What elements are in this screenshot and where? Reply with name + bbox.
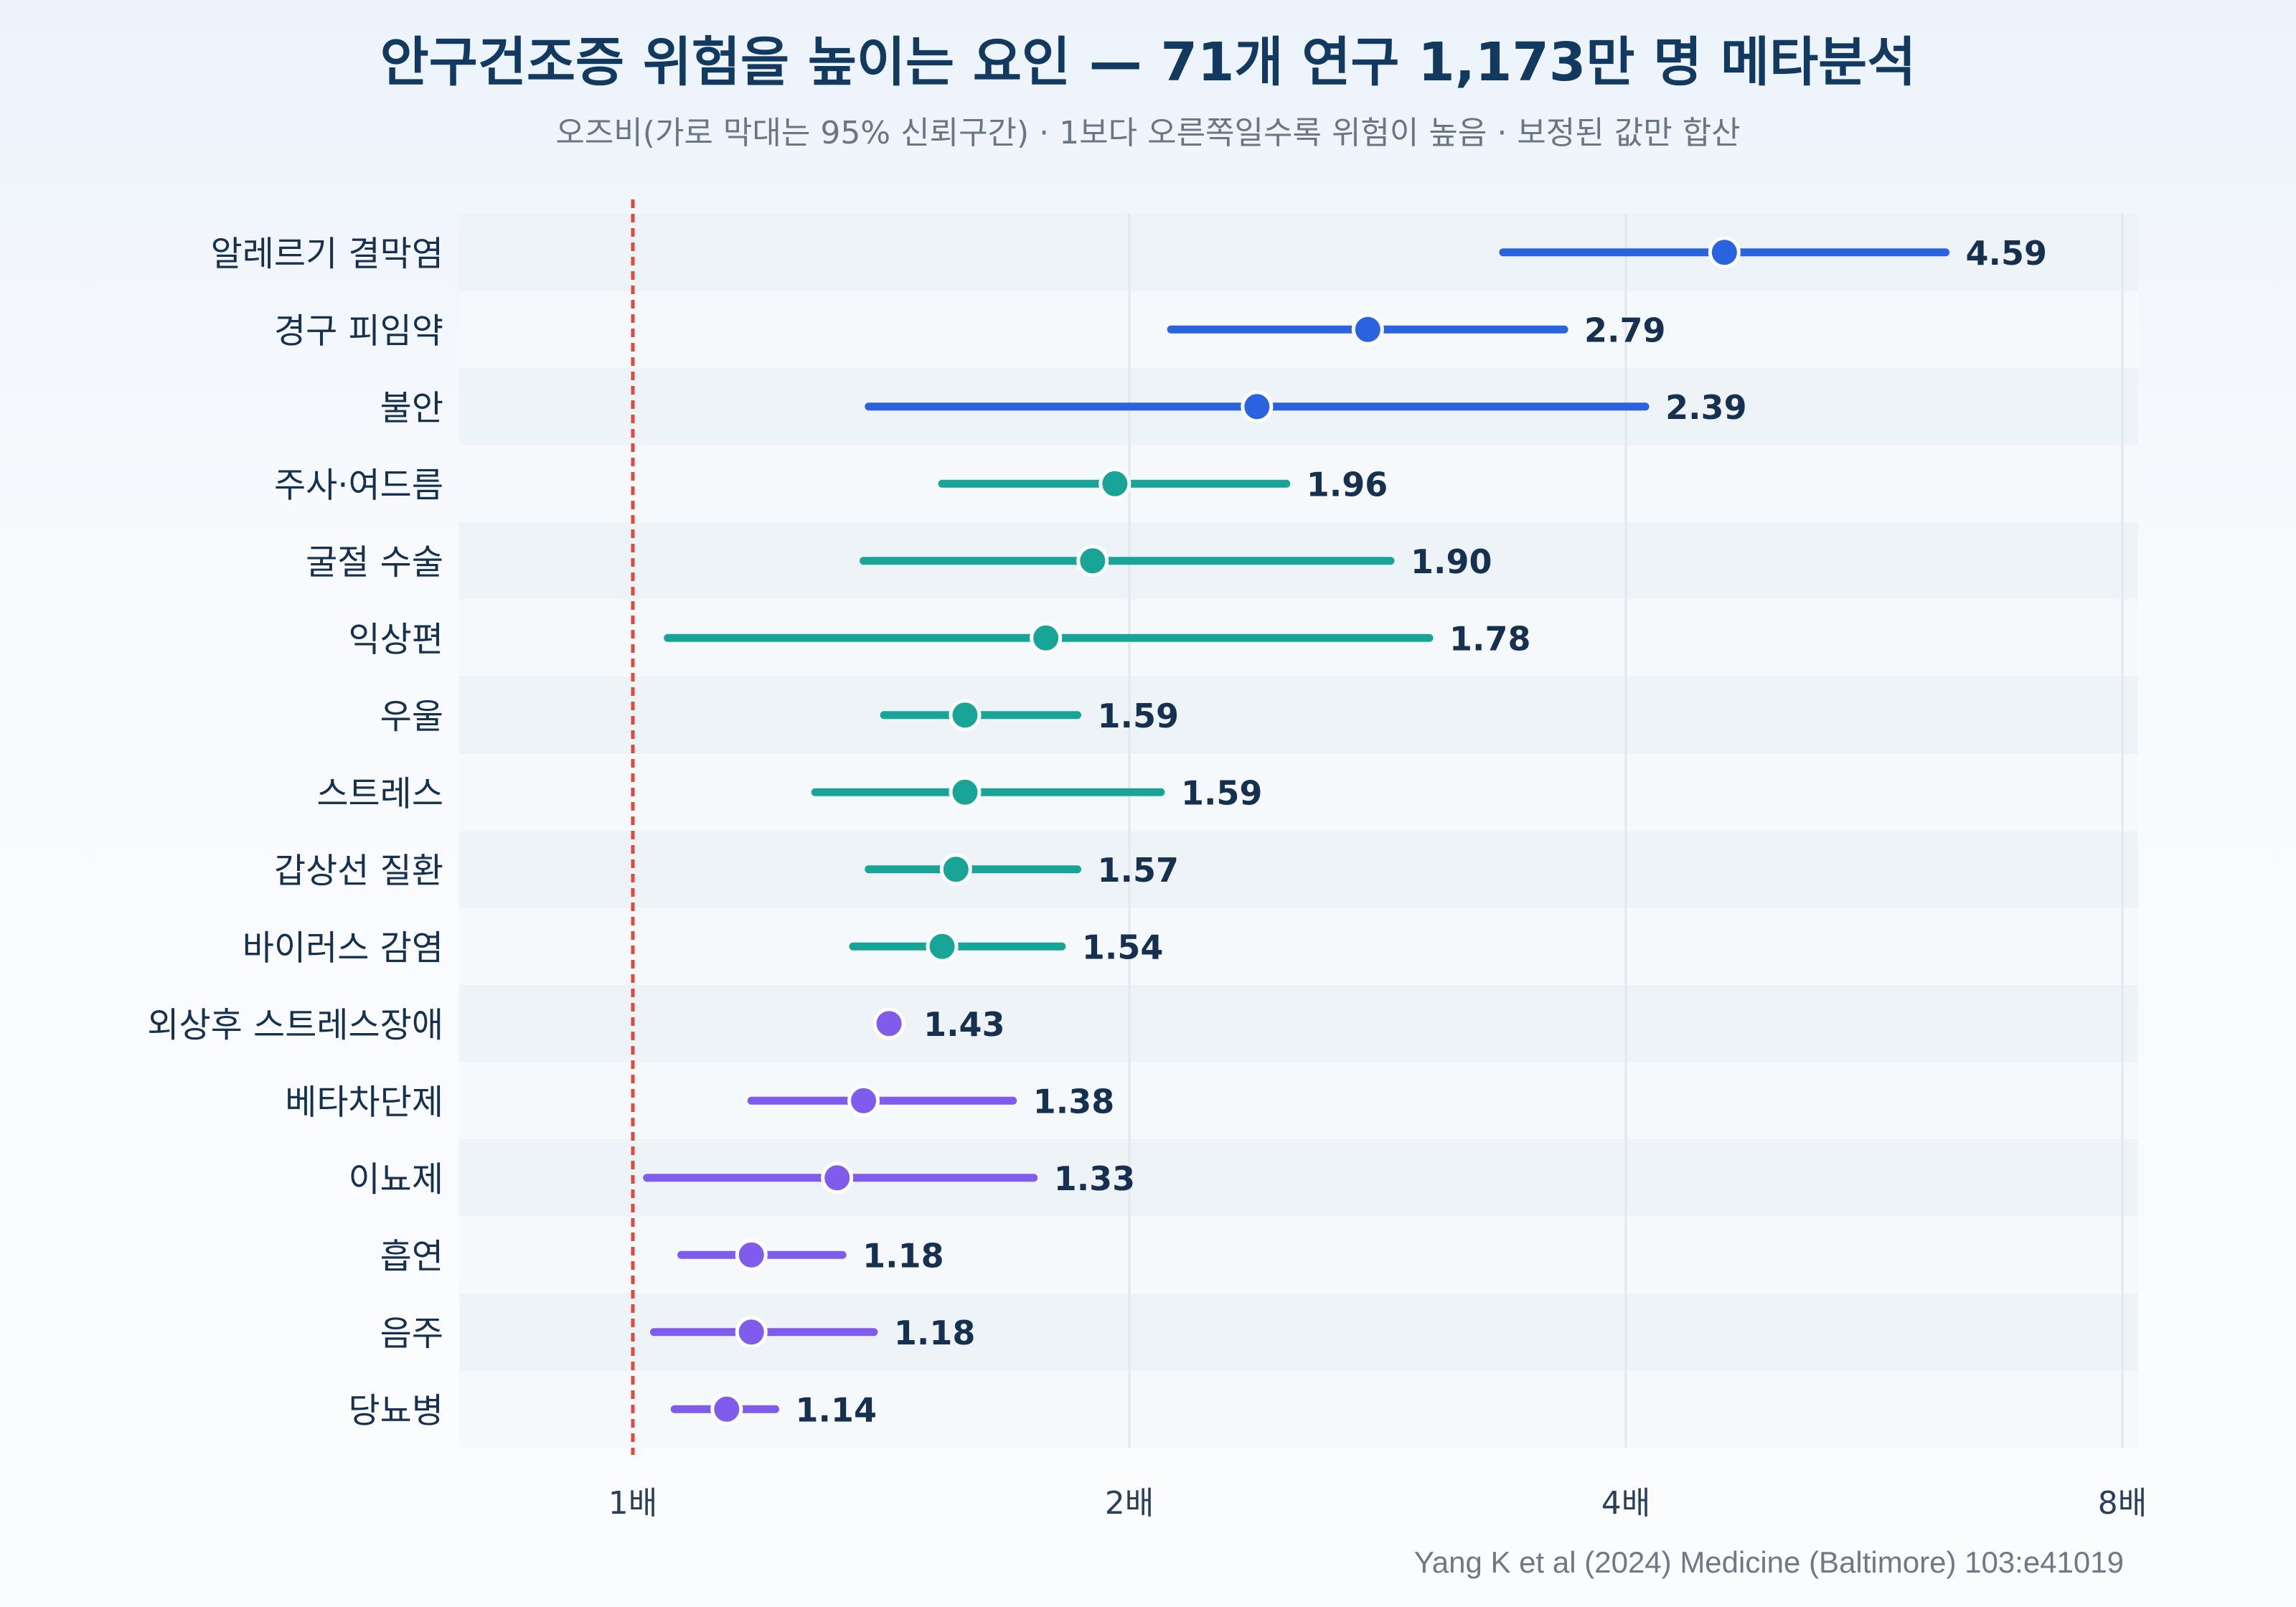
forest-row: 주사·여드름 1.96 [274,465,1388,505]
forest-row: 알레르기 결막염 4.59 [211,234,2047,274]
row-label: 갑상선 질환 [274,851,443,891]
forest-row: 경구 피임약 2.79 [274,311,1666,351]
forest-row: 익상편 1.78 [349,619,1531,659]
row-band [459,677,2138,754]
x-tick-label: 8배 [2098,1485,2147,1522]
row-label: 외상후 스트레스장애 [147,1005,443,1045]
point-estimate-marker [949,699,982,732]
point-estimate-marker [1030,621,1063,654]
row-label: 우울 [380,697,443,737]
value-label: 1.43 [923,1005,1005,1044]
row-label: 주사·여드름 [274,465,443,505]
point-estimate-marker [1076,545,1109,578]
row-band [459,753,2138,831]
value-label: 1.54 [1082,928,1164,966]
forest-row: 굴절 수술 1.90 [306,542,1492,583]
point-estimate-marker [821,1161,854,1194]
value-label: 1.38 [1033,1082,1115,1121]
x-tick-label: 4배 [1601,1485,1650,1522]
forest-row: 우울 1.59 [380,697,1179,737]
point-estimate-marker [872,1007,905,1040]
value-label: 1.59 [1181,773,1263,812]
x-axis-ticks: 1배 2배 4배 8배 [608,1485,2147,1522]
row-label: 불안 [380,388,443,428]
value-label: 4.59 [1966,234,2048,273]
value-label: 1.90 [1411,542,1492,581]
row-band [459,908,2138,985]
x-tick-label: 1배 [608,1485,657,1522]
row-label: 이뇨제 [349,1159,443,1200]
point-estimate-marker [710,1392,743,1425]
forest-row: 갑상선 질환 1.57 [274,851,1179,891]
point-estimate-marker [1098,467,1131,500]
value-label: 2.79 [1584,311,1666,349]
point-estimate-marker [1708,236,1741,269]
data-rows: 알레르기 결막염 4.59 경구 피임약 2.79 불안 2.39 주사·여드름 1.96 굴절… [147,234,2047,1431]
row-label: 익상편 [349,619,443,659]
point-estimate-marker [1241,390,1274,423]
row-band [459,1062,2138,1139]
value-label: 1.18 [862,1236,944,1275]
forest-row: 베타차단제 1.38 [285,1082,1114,1122]
row-label: 음주 [380,1314,443,1354]
x-tick-label: 2배 [1105,1485,1154,1522]
point-estimate-marker [949,776,982,809]
row-label: 당뇨병 [349,1390,443,1431]
row-bands [459,214,2138,1448]
forest-row: 이뇨제 1.33 [349,1159,1136,1200]
forest-row: 흡연 1.18 [380,1236,944,1276]
row-band [459,445,2138,522]
forest-row: 불안 2.39 [380,388,1747,428]
point-estimate-marker [939,853,972,886]
value-label: 1.57 [1098,851,1180,890]
forest-row: 바이러스 감염 1.54 [243,928,1164,968]
row-band [459,985,2138,1062]
row-label: 굴절 수술 [306,542,443,583]
value-label: 1.96 [1307,465,1388,504]
forest-row: 당뇨병 1.14 [349,1390,878,1431]
grid-lines [1128,214,2124,1448]
point-estimate-marker [735,1238,768,1271]
point-estimate-marker [926,930,959,963]
value-label: 1.33 [1054,1159,1136,1198]
value-label: 1.78 [1449,619,1531,658]
forest-row: 스트레스 1.59 [316,773,1262,814]
row-label: 베타차단제 [285,1082,443,1122]
row-label: 스트레스 [316,773,443,814]
row-band [459,831,2138,908]
forest-row: 음주 1.18 [380,1314,976,1354]
chart-subtitle: 오즈비(가로 막대는 95% 신뢰구간) · 1보다 오른쪽일수록 위험이 높음… [555,115,1740,151]
point-estimate-marker [735,1316,768,1349]
value-label: 1.14 [796,1390,878,1429]
source-citation: Yang K et al (2024) Medicine (Baltimore)… [1414,1545,2124,1579]
value-label: 1.18 [894,1314,976,1352]
row-label: 경구 피임약 [274,311,443,351]
chart-title: 안구건조증 위험을 높이는 요인 — 71개 연구 1,173만 명 메타분석 [380,32,1916,93]
row-label: 알레르기 결막염 [211,234,443,274]
value-label: 1.59 [1098,697,1180,735]
point-estimate-marker [1351,313,1384,346]
row-label: 흡연 [380,1236,443,1276]
forest-row: 외상후 스트레스장애 1.43 [147,1005,1004,1045]
value-label: 2.39 [1665,388,1747,427]
point-estimate-marker [847,1084,880,1117]
row-label: 바이러스 감염 [243,928,443,968]
